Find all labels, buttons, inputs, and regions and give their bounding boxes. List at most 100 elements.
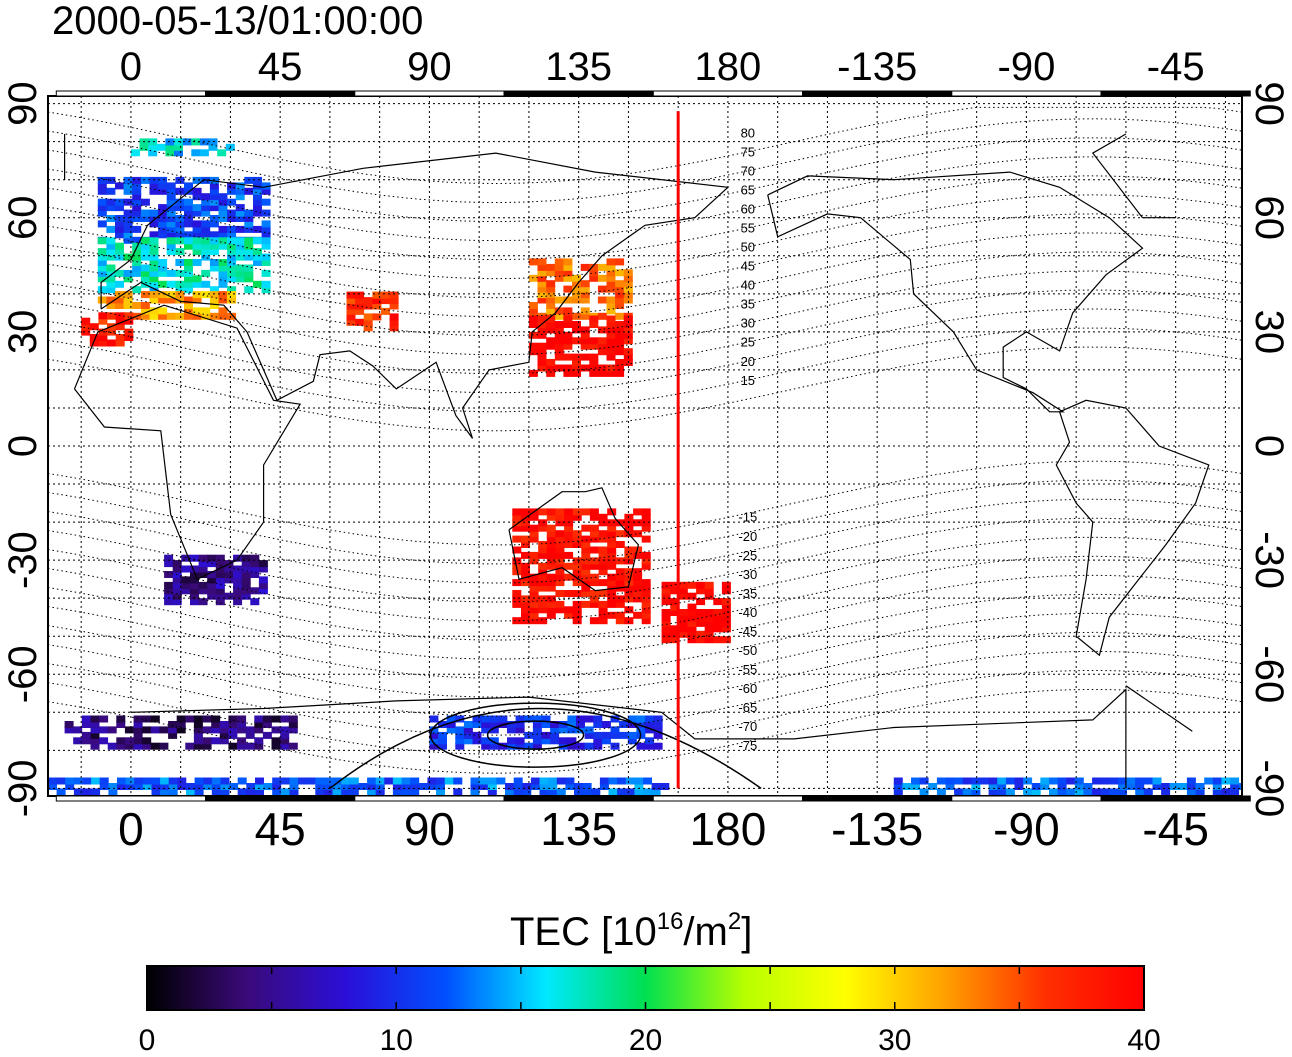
tec-cell: [606, 263, 616, 271]
tec-cell: [175, 220, 185, 228]
tec-cell: [389, 313, 399, 321]
tec-cell: [133, 737, 143, 745]
tec-cell: [207, 592, 217, 600]
tec-cell: [521, 579, 530, 587]
tec-cell: [589, 617, 599, 625]
map-area: 8075706560555045403530252015-15-20-25-30…: [48, 96, 1242, 796]
tec-cell: [81, 328, 91, 336]
tec-cell: [624, 551, 634, 559]
tec-cell: [288, 715, 298, 723]
tec-cell: [56, 788, 66, 796]
tec-cell: [363, 318, 373, 326]
tec-region-new-zealand: [661, 581, 731, 644]
tec-cell: [555, 600, 565, 608]
tec-cell: [537, 315, 547, 323]
tec-cell: [123, 209, 133, 217]
tec-cell: [346, 302, 356, 310]
tec-cell: [202, 737, 212, 745]
tec-cell: [106, 269, 116, 277]
tec-cell: [661, 581, 671, 589]
tec-cell: [241, 560, 251, 568]
tec-cell: [117, 783, 126, 790]
tec-cell: [258, 565, 268, 573]
top-lon-label: 135: [545, 45, 612, 89]
tec-cell: [158, 182, 168, 190]
geomag-contour: [48, 612, 1242, 698]
tec-cell: [227, 264, 237, 272]
tec-cell: [606, 315, 616, 323]
tec-cell: [115, 296, 124, 304]
tec-cell: [1014, 783, 1024, 790]
tec-cell: [148, 138, 158, 146]
tec-cell: [255, 788, 264, 796]
tec-cell: [624, 546, 634, 554]
tec-cell: [641, 535, 651, 543]
tec-cell: [115, 280, 124, 288]
tec-cell: [721, 598, 731, 606]
tec-cell: [341, 783, 351, 790]
tec-cell: [218, 198, 228, 206]
tec-cell: [108, 788, 118, 796]
tec-cell: [563, 337, 573, 345]
tec-cell: [546, 337, 556, 345]
tec-cell: [166, 242, 176, 250]
colorbar-title-exponent: 16: [657, 908, 684, 935]
tec-cell: [332, 788, 342, 796]
tec-cell: [346, 291, 356, 299]
tec-cell: [375, 777, 385, 785]
tec-cell: [235, 248, 245, 256]
tec-cell: [250, 565, 260, 573]
tec-cell: [627, 721, 637, 728]
tec-cell: [184, 302, 193, 309]
tec-cell: [607, 519, 617, 527]
left-lat-label: -90: [1, 759, 45, 817]
geomag-contour: [48, 118, 1242, 203]
tec-cell: [538, 519, 548, 527]
tec-cell: [546, 513, 556, 521]
tec-cell: [563, 269, 573, 277]
tec-cell: [498, 742, 508, 750]
tec-cell: [601, 721, 611, 728]
tec-cell: [606, 326, 616, 334]
tec-cell: [554, 342, 564, 350]
tec-cell: [217, 149, 227, 157]
tec-cell: [218, 225, 228, 233]
tec-cell: [271, 742, 281, 750]
tec-cell: [554, 348, 564, 356]
tec-cell: [392, 777, 402, 785]
tec-cell: [555, 535, 565, 543]
tec-cell: [124, 317, 134, 325]
tec-cell: [201, 225, 211, 233]
tec-cell: [554, 274, 564, 282]
tec-cell: [181, 565, 191, 573]
tec-cell: [446, 721, 456, 728]
tec-cell: [429, 731, 439, 739]
tec-cell: [481, 726, 491, 734]
tec-cell: [149, 215, 159, 222]
timestamp-title: 2000-05-13/01:00:00: [52, 0, 423, 43]
tec-cell: [661, 587, 671, 595]
tec-cell: [176, 715, 186, 723]
tec-cell: [166, 231, 176, 239]
tec-cell: [597, 348, 607, 356]
tec-cell: [565, 783, 575, 790]
tec-cell: [175, 237, 185, 245]
tec-cell: [375, 788, 385, 796]
tec-cell: [521, 524, 530, 532]
tec-cell: [597, 326, 607, 334]
tec-cell: [172, 592, 182, 600]
tec-cell: [615, 611, 625, 619]
tec-cell: [608, 777, 618, 785]
tec-cell: [140, 312, 150, 320]
tec-cell: [241, 554, 251, 562]
pole-ring-inner: [486, 720, 585, 750]
tec-cell: [235, 182, 245, 190]
tec-cell: [81, 715, 91, 723]
tec-cell: [1230, 783, 1240, 790]
tec-cell: [615, 359, 625, 366]
tec-region-east-china: [528, 315, 633, 377]
tec-cell: [193, 721, 203, 728]
tec-cell: [123, 253, 133, 261]
tec-cell: [713, 598, 723, 606]
frame-bottom-segment: [802, 795, 953, 802]
